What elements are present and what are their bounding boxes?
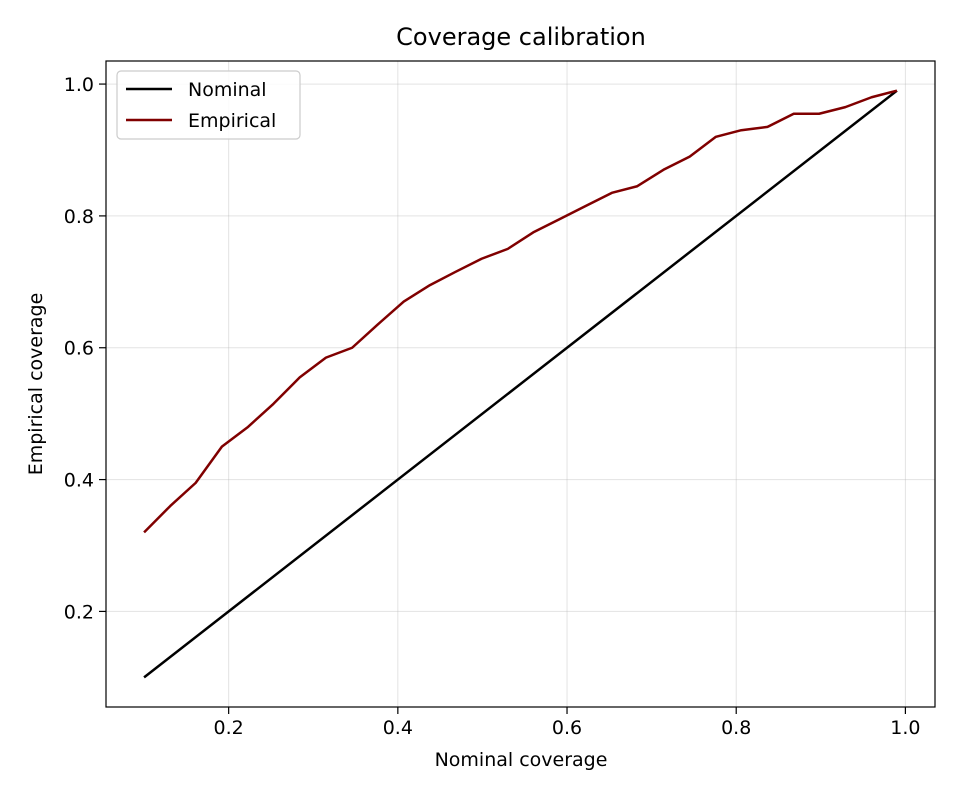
series-lines (143, 89, 898, 679)
x-tick-label: 0.4 (383, 717, 413, 739)
y-axis-label: Empirical coverage (25, 293, 47, 476)
y-tick-label: 0.2 (64, 601, 94, 623)
plot-frame (105, 60, 936, 708)
x-tick-label: 0.6 (552, 717, 582, 739)
y-tick-label: 0.4 (64, 470, 94, 492)
legend-label-empirical: Empirical (188, 110, 276, 132)
y-tick-label: 1.0 (64, 74, 94, 96)
grid-lines (106, 61, 935, 707)
x-tick-label: 0.8 (721, 717, 751, 739)
series-line-empirical (143, 89, 898, 534)
x-tick-label: 1.0 (890, 717, 920, 739)
x-axis-label: Nominal coverage (435, 749, 608, 771)
y-tick-label: 0.6 (64, 338, 94, 360)
legend-label-nominal: Nominal (188, 79, 267, 101)
legend: Nominal Empirical (116, 70, 301, 140)
chart-title: Coverage calibration (396, 23, 646, 51)
x-tick-label: 0.2 (214, 717, 244, 739)
y-tick-label: 0.8 (64, 206, 94, 228)
axis-ticks: 0.2 0.4 0.6 0.8 1.0 0.2 0.4 0.6 0.8 1.0 (64, 74, 921, 739)
series-line-nominal (143, 89, 898, 679)
